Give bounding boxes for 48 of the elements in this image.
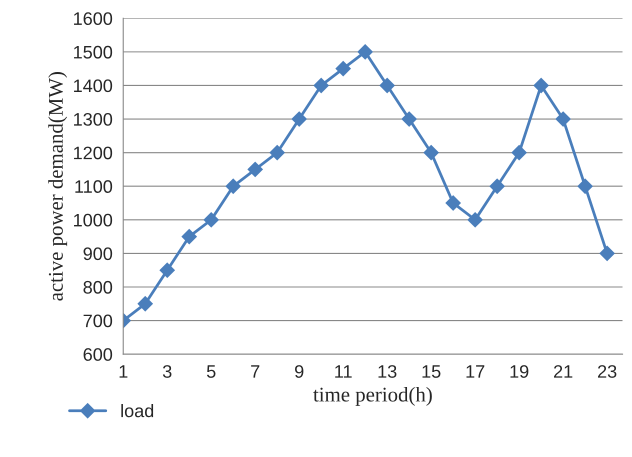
y-tick-label: 800 xyxy=(83,280,112,294)
x-tick-label: 17 xyxy=(466,365,484,378)
y-tick-label: 1100 xyxy=(75,180,112,193)
point xyxy=(204,212,219,228)
point xyxy=(424,145,439,160)
point xyxy=(600,246,615,261)
x-tick-label: 9 xyxy=(295,365,304,378)
point xyxy=(138,296,153,312)
point xyxy=(336,61,351,76)
x-tick-label: 21 xyxy=(554,365,572,378)
x-tick-label: 7 xyxy=(251,365,260,378)
point xyxy=(446,195,461,211)
point xyxy=(578,178,593,194)
y-tick-label: 1000 xyxy=(74,214,112,227)
point xyxy=(490,178,505,194)
x-tick-label: 13 xyxy=(378,365,396,378)
legend-label: load xyxy=(121,404,154,418)
y-tick-label: 1400 xyxy=(74,79,112,92)
point xyxy=(292,111,307,127)
y-tick-label: 1600 xyxy=(74,12,112,25)
point xyxy=(556,111,571,127)
point xyxy=(512,145,527,160)
x-axis-title: time period(h) xyxy=(313,386,432,406)
point xyxy=(402,111,417,127)
y-tick-label: 700 xyxy=(84,314,112,328)
y-axis-title: active power demand(MW) xyxy=(48,72,68,301)
x-tick-label: 3 xyxy=(162,365,172,378)
y-tick-label: 1200 xyxy=(74,146,112,160)
point xyxy=(226,178,241,194)
point xyxy=(358,44,373,60)
x-tick-label: 1 xyxy=(120,365,128,378)
x-tick-label: 5 xyxy=(206,365,216,378)
x-tick-label: 15 xyxy=(422,365,440,378)
y-tick-label: 1300 xyxy=(74,112,112,126)
x-tick-label: 23 xyxy=(598,365,616,378)
point xyxy=(314,78,329,94)
y-tick-label: 600 xyxy=(84,348,112,361)
y-tick-label: 1500 xyxy=(74,46,112,59)
point xyxy=(248,162,263,178)
x-tick-label: 11 xyxy=(335,365,352,378)
point xyxy=(182,229,197,244)
point xyxy=(468,212,483,228)
point xyxy=(160,262,175,278)
point xyxy=(380,78,395,94)
x-tick-label: 19 xyxy=(510,365,528,378)
point xyxy=(270,145,285,160)
point xyxy=(534,78,549,94)
y-tick-label: 900 xyxy=(84,247,112,260)
